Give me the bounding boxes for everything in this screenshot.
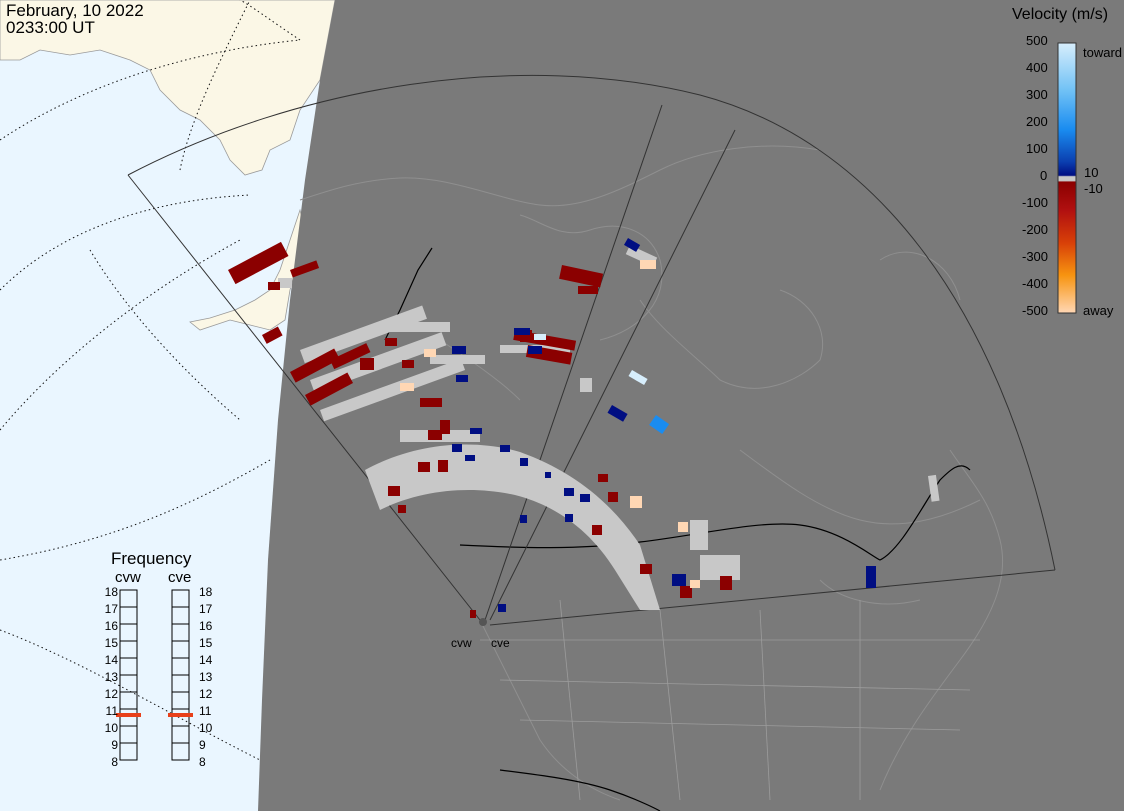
field-of-view <box>127 74 1056 626</box>
velocity-colorbar <box>1057 42 1077 314</box>
velocity-cells <box>227 238 876 618</box>
colorbar-toward-label: toward <box>1083 45 1123 60</box>
night-shade <box>258 0 1124 811</box>
colorbar-tick: 500 <box>1026 33 1048 48</box>
colorbar-tick: -300 <box>1022 249 1049 264</box>
frequency-tick-right: 9 <box>199 738 206 752</box>
colorbar-tick: 300 <box>1026 87 1048 102</box>
frequency-tick-left: 9 <box>111 738 118 752</box>
colorbar-tick: -10 <box>1084 181 1103 196</box>
site-label-cve: cve <box>491 636 510 650</box>
colorbar-title: Velocity (m/s) <box>1012 6 1109 23</box>
colorbar-away-label: away <box>1083 303 1114 318</box>
frequency-marker-cvw <box>116 713 141 717</box>
frequency-tick-left: 18 <box>104 585 118 599</box>
frequency-radar-label: cve <box>168 569 192 586</box>
frequency-tick-left: 14 <box>104 653 118 667</box>
frequency-tick-left: 16 <box>104 619 118 633</box>
coastlines <box>299 145 1004 801</box>
frequency-tick-left: 10 <box>104 721 118 735</box>
frequency-radar-label: cvw <box>115 569 141 586</box>
frequency-gauge-cvw <box>119 589 138 761</box>
colorbar-tick: 100 <box>1026 141 1048 156</box>
colorbar-tick: 0 <box>1040 168 1048 183</box>
site-label-cvw: cvw <box>451 636 472 650</box>
colorbar-tick: 200 <box>1026 114 1048 129</box>
frequency-tick-right: 10 <box>199 721 213 735</box>
frequency-tick-right: 12 <box>199 687 213 701</box>
radar-site-marker <box>479 618 487 626</box>
frequency-tick-right: 17 <box>199 602 213 616</box>
graticule <box>0 0 301 761</box>
colorbar-tick: 400 <box>1026 60 1048 75</box>
frequency-tick-right: 8 <box>199 755 206 769</box>
frequency-tick-right: 11 <box>199 704 212 718</box>
frequency-tick-left: 11 <box>105 704 118 718</box>
colorbar-tick: -100 <box>1022 195 1049 210</box>
frequency-gauge-cve <box>171 589 190 761</box>
colorbar-tick: -400 <box>1022 276 1049 291</box>
frequency-tick-right: 13 <box>199 670 213 684</box>
frequency-tick-left: 13 <box>104 670 118 684</box>
frequency-tick-left: 17 <box>104 602 118 616</box>
frequency-tick-right: 16 <box>199 619 213 633</box>
colorbar-tick: 10 <box>1084 165 1099 180</box>
colorbar-tick: -200 <box>1022 222 1049 237</box>
frequency-tick-right: 14 <box>199 653 213 667</box>
colorbar-tick: -500 <box>1022 303 1049 318</box>
frequency-tick-right: 15 <box>199 636 213 650</box>
frequency-tick-left: 8 <box>111 755 118 769</box>
time-label: 0233:00 UT <box>6 18 95 37</box>
frequency-marker-cve <box>168 713 193 717</box>
frequency-tick-left: 12 <box>104 687 118 701</box>
date-label: February, 10 2022 <box>6 1 144 20</box>
state-borders <box>480 599 980 801</box>
frequency-tick-left: 15 <box>104 636 118 650</box>
frequency-tick-right: 18 <box>199 585 213 599</box>
frequency-title: Frequency <box>111 549 192 568</box>
